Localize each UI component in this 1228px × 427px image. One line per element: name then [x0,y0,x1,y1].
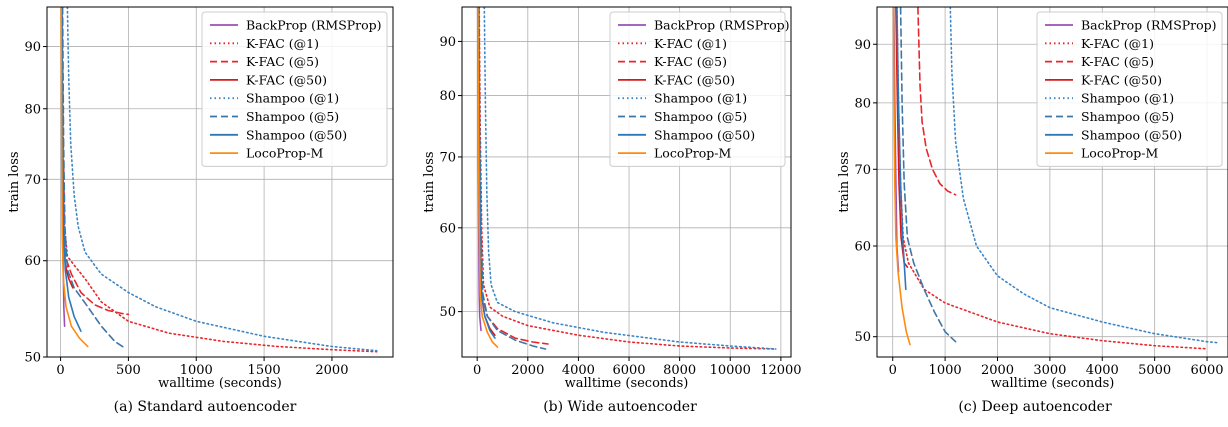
caption-c: (c) Deep autoencoder [958,399,1112,415]
y-tick-label: 60 [439,221,456,236]
series-line-shampoo-1 [949,7,1219,344]
legend-label-k-fac-5: K-FAC (@5) [1081,54,1154,69]
x-axis-label: walltime (seconds) [991,376,1115,391]
legend-label-shampoo-5: Shampoo (@5) [654,109,747,124]
x-tick-label: 0 [473,363,481,378]
y-tick-label: 80 [854,96,871,111]
caption-a: (a) Standard autoencoder [114,399,297,415]
x-tick-label: 2000 [981,363,1014,378]
legend: BackProp (RMSProp) K-FAC (@1) K-FAC (@5) K-… [201,11,388,167]
x-tick-label: 6000 [612,363,645,378]
legend-label-k-fac-1: K-FAC (@1) [1081,36,1154,51]
y-tick-label: 90 [439,35,456,50]
series-group [60,7,378,353]
x-axis-label: walltime (seconds) [158,376,282,391]
legend-box [1036,11,1223,167]
y-axis-label: train loss [7,151,22,212]
series-line-shampoo-5 [61,7,127,350]
y-tick-label: 90 [24,40,41,55]
x-tick-label: 8000 [663,363,696,378]
x-tick-label: 0 [56,363,64,378]
chart-panel-deep-autoencoder: 0 1000 2000 3000 4000 5000 6000 50 60 70 80 90 wallt… [837,6,1228,391]
series-line-shampoo-5 [899,7,957,343]
series-line-k-fac-5 [917,7,957,196]
chart-panel-wide-autoencoder: 0 2000 4000 6000 8000 10000 12000 50 60 70 80 90 wal… [422,6,802,391]
y-tick-label: 50 [854,330,871,345]
legend-label-shampoo-1: Shampoo (@1) [1081,91,1174,106]
y-tick-label: 60 [854,239,871,254]
series-line-locoprop-m [892,7,911,346]
legend-label-k-fac-1: K-FAC (@1) [246,36,319,51]
series-line-shampoo-50 [61,7,82,332]
legend-label-k-fac-1: K-FAC (@1) [654,36,727,51]
legend-label-locoprop-m: LocoProp-M [1081,146,1158,161]
legend: BackProp (RMSProp) K-FAC (@1) K-FAC (@5) K-… [1036,11,1223,167]
x-tick-label: 4000 [562,363,595,378]
x-tick-label: 1500 [248,363,281,378]
x-tick-label: 10000 [710,363,751,378]
caption-b: (b) Wide autoencoder [543,399,697,415]
y-tick-label: 80 [24,102,41,117]
axes-frame [46,6,394,358]
y-axis-label: train loss [837,151,852,212]
y-tick-label: 70 [854,163,871,178]
series-line-locoprop-m [477,7,499,348]
series-group [476,7,777,350]
y-tick-label: 70 [24,173,41,188]
series-line-shampoo-50 [477,7,496,339]
legend-label-backprop-rmsprop: BackProp (RMSProp) [246,18,382,33]
legend-label-locoprop-m: LocoProp-M [654,146,731,161]
x-tick-label: 6000 [1190,363,1223,378]
x-tick-label: 12000 [760,363,801,378]
y-tick-label: 90 [854,38,871,53]
series-line-shampoo-50 [896,7,907,291]
y-axis-label: train loss [422,151,437,212]
series-line-locoprop-m [60,7,89,348]
series-group [892,7,1219,350]
y-tick-label: 60 [24,254,41,269]
series-line-shampoo-5 [478,7,547,350]
legend-label-backprop-rmsprop: BackProp (RMSProp) [1081,18,1217,33]
legend-label-k-fac-50: K-FAC (@50) [654,72,735,87]
legend-label-shampoo-50: Shampoo (@50) [654,127,755,142]
legend-label-k-fac-5: K-FAC (@5) [246,54,319,69]
legend-label-shampoo-50: Shampoo (@50) [246,127,347,142]
chart-panel-standard-autoencoder: 0 500 1000 1500 2000 50 60 70 80 90 walltime (seco… [7,6,394,391]
x-tick-label: 2000 [315,363,348,378]
x-tick-label: 5000 [1138,363,1171,378]
x-tick-label: 1000 [180,363,213,378]
x-tick-label: 500 [116,363,141,378]
y-tick-label: 80 [439,89,456,104]
x-axis-label: walltime (seconds) [565,376,689,391]
y-tick-label: 50 [439,305,456,320]
x-tick-label: 2000 [511,363,544,378]
legend-box [609,11,786,167]
x-tick-label: 0 [889,363,897,378]
legend-label-shampoo-50: Shampoo (@50) [1081,127,1182,142]
legend-label-shampoo-5: Shampoo (@5) [1081,109,1174,124]
axes-frame [876,6,1228,358]
series-line-k-fac-1 [61,7,378,353]
legend-label-shampoo-1: Shampoo (@1) [654,91,747,106]
legend: BackProp (RMSProp) K-FAC (@1) K-FAC (@5) K-… [609,11,790,167]
legend-label-shampoo-5: Shampoo (@5) [246,109,339,124]
x-tick-label: 4000 [1086,363,1119,378]
x-tick-label: 3000 [1033,363,1066,378]
series-line-k-fac-5 [477,7,549,345]
legend-box [201,11,388,167]
series-line-shampoo-1 [66,7,378,352]
legend-label-shampoo-1: Shampoo (@1) [246,91,339,106]
y-tick-label: 70 [439,150,456,165]
axes-frame [461,6,792,358]
legend-label-k-fac-50: K-FAC (@50) [1081,72,1162,87]
legend-label-k-fac-5: K-FAC (@5) [654,54,727,69]
series-line-shampoo-1 [483,7,777,350]
legend-label-k-fac-50: K-FAC (@50) [246,72,327,87]
legend-label-locoprop-m: LocoProp-M [246,146,323,161]
y-tick-label: 50 [24,351,41,366]
x-tick-label: 1000 [929,363,962,378]
legend-label-backprop-rmsprop: BackProp (RMSProp) [654,18,790,33]
